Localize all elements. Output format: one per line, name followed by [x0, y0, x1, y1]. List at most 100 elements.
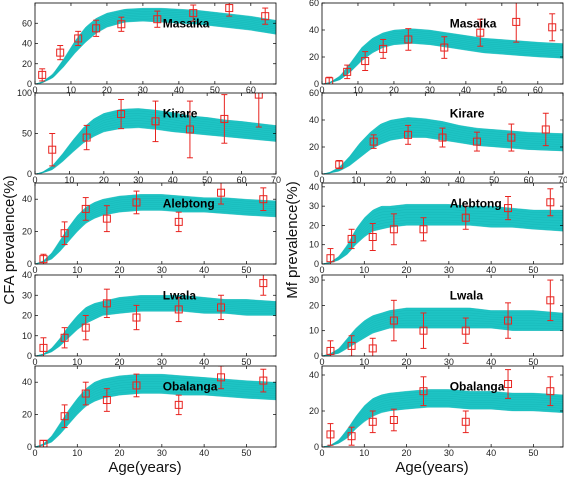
data-point: [361, 51, 370, 71]
y-tick-label: 0: [314, 169, 319, 179]
model-trajectory-line: [322, 327, 563, 356]
square-marker: [48, 145, 57, 154]
axes-frame: [321, 182, 564, 265]
model-trajectory-line: [322, 389, 563, 447]
square-marker: [476, 28, 485, 37]
square-marker: [438, 133, 447, 142]
data-point: [343, 64, 352, 80]
model-trajectory-line: [35, 14, 276, 84]
x-axis-label-right: Age(years): [395, 459, 468, 476]
y-tick-label: 40: [309, 115, 319, 125]
panel-title: Masaika: [450, 16, 497, 30]
model-trajectory-line: [322, 35, 563, 84]
panel-title: Kirare: [163, 106, 198, 120]
square-marker: [82, 133, 91, 142]
y-axis-label-right: Mf prevalence(%): [284, 181, 301, 299]
data-point: [102, 288, 111, 319]
data-point: [472, 131, 481, 152]
model-band: [322, 203, 563, 264]
y-tick-label: 60: [309, 0, 319, 8]
panel-title: Alebtong: [450, 196, 502, 210]
y-tick-label: 20: [309, 52, 319, 62]
panel-title: Masaika: [163, 16, 210, 30]
y-tick-label: 30: [309, 201, 319, 211]
y-tick-label: 50: [22, 129, 32, 139]
square-marker: [404, 130, 413, 139]
model-trajectory-line: [322, 209, 563, 264]
x-tick-label: 60: [237, 175, 247, 185]
x-tick-label: 50: [489, 175, 499, 185]
data-point: [102, 388, 111, 412]
square-marker: [361, 57, 370, 66]
x-tick-label: 0: [32, 265, 37, 275]
square-marker: [512, 17, 521, 26]
data-point: [419, 376, 428, 407]
data-point: [132, 190, 141, 215]
data-point: [326, 340, 335, 356]
data-point: [335, 160, 344, 170]
y-tick-label: 10: [309, 240, 319, 250]
model-trajectory-line: [322, 315, 563, 356]
square-marker: [419, 225, 428, 234]
model-trajectory-line: [35, 303, 276, 356]
x-tick-label: 70: [558, 175, 567, 185]
y-tick-label: 0: [314, 259, 319, 269]
model-trajectory-line: [35, 196, 276, 264]
square-marker: [504, 316, 513, 325]
square-marker: [368, 233, 377, 241]
model-trajectory-line: [35, 309, 276, 356]
data-point: [546, 279, 555, 322]
model-trajectory-line: [35, 194, 276, 264]
panel-title: Obalanga: [163, 379, 218, 393]
square-marker: [39, 343, 48, 352]
model-trajectory-line: [35, 301, 276, 356]
x-tick-label: 60: [533, 85, 543, 95]
square-marker: [217, 188, 226, 197]
data-point: [217, 366, 226, 390]
model-band-fill: [35, 295, 276, 356]
square-marker: [60, 412, 69, 421]
plot-area: [35, 275, 276, 356]
model-trajectory-line: [35, 21, 276, 84]
y-tick-label: 0: [314, 79, 319, 89]
y-tick-label: 0: [314, 351, 319, 361]
model-trajectory-line: [35, 198, 276, 264]
x-tick-label: 0: [32, 85, 37, 95]
x-tick-label: 50: [210, 85, 220, 95]
panel-title: Lwala: [450, 288, 484, 302]
model-trajectory-line: [35, 206, 276, 264]
square-marker: [174, 217, 183, 226]
data-point: [389, 213, 398, 246]
data-point: [438, 127, 447, 148]
axes-frame: [321, 92, 564, 175]
panel-cfa-lwala: 0 10 20 30 40 50 0 10 20 30 40 Lwala: [22, 270, 277, 367]
x-tick-label: 30: [425, 85, 435, 95]
data-point: [504, 369, 513, 399]
model-band: [322, 389, 563, 447]
model-band-fill: [322, 117, 563, 174]
x-tick-label: 20: [115, 265, 125, 275]
model-trajectory-line: [35, 388, 276, 447]
x-tick-label: 40: [199, 265, 209, 275]
data-point: [39, 439, 48, 447]
square-marker: [419, 326, 428, 335]
square-marker: [347, 432, 356, 441]
x-tick-label: 30: [444, 448, 454, 458]
square-marker: [81, 204, 90, 213]
y-tick-label: 20: [309, 300, 319, 310]
data-point: [369, 134, 378, 149]
model-trajectory-line: [322, 391, 563, 447]
model-trajectory-line: [322, 119, 563, 174]
model-band: [35, 373, 276, 447]
square-marker: [389, 416, 398, 424]
model-trajectory-line: [322, 122, 563, 174]
square-marker: [174, 400, 183, 409]
model-trajectory-line: [35, 386, 276, 447]
x-tick-label: 50: [241, 448, 251, 458]
y-tick-label: 60: [22, 18, 32, 28]
square-marker: [117, 20, 126, 29]
model-trajectory-line: [35, 7, 276, 84]
